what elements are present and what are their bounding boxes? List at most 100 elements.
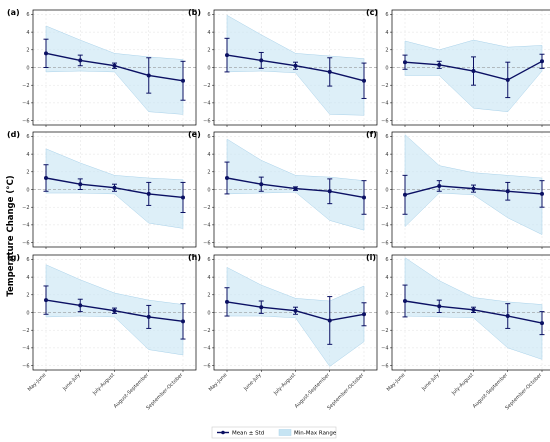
panel-h: −6 −4 −2 0 2 4 6 May-June June-July July-AugustAu… <box>188 253 378 412</box>
y-tick-label: 2 <box>26 48 29 54</box>
mean-point <box>327 69 332 74</box>
mean-point <box>293 63 298 68</box>
mean-point <box>78 182 83 187</box>
mean-point <box>540 191 544 196</box>
mean-point <box>505 314 510 319</box>
y-tick-label: 0 <box>207 310 210 316</box>
mean-point <box>293 308 298 313</box>
y-tick-label: −2 <box>203 83 210 89</box>
mean-point <box>44 176 48 180</box>
y-tick-label: 2 <box>385 170 388 176</box>
panel-f: −6 −4 −2 0 2 4 6 (f) <box>366 130 550 249</box>
y-tick-label: 4 <box>207 275 210 281</box>
y-tick-label: −2 <box>22 328 29 334</box>
x-tick-label: May-June <box>27 372 48 393</box>
y-tick-label: 6 <box>207 12 210 18</box>
legend-range-label: Min-Max Range <box>294 431 337 437</box>
y-tick-label: −4 <box>381 223 388 229</box>
panel-label: (d) <box>7 130 20 139</box>
y-tick-label: 2 <box>207 170 210 176</box>
panel-label: (g) <box>7 253 20 262</box>
y-tick-label: 0 <box>385 310 388 316</box>
mean-point <box>112 63 117 68</box>
y-tick-label: 6 <box>207 134 210 140</box>
mean-point <box>505 77 510 82</box>
mean-point <box>146 73 151 78</box>
y-tick-label: 4 <box>385 275 388 281</box>
mean-point <box>540 59 544 64</box>
legend-mean-swatch-marker <box>221 430 225 435</box>
x-tick-label: May-June <box>208 372 229 393</box>
mean-point <box>225 53 229 58</box>
x-tick-label: June-July <box>420 372 441 393</box>
mean-point <box>44 51 48 56</box>
y-tick-label: 2 <box>207 48 210 54</box>
mean-point <box>181 78 185 83</box>
mean-point <box>78 303 83 308</box>
y-tick-label: −4 <box>22 223 29 229</box>
y-axis-label: Temperature Change (°C) <box>6 175 16 296</box>
mean-point <box>327 189 332 194</box>
y-tick-label: 6 <box>207 257 210 263</box>
y-tick-label: −6 <box>22 118 29 124</box>
panel-label: (i) <box>366 253 376 262</box>
y-tick-label: −2 <box>203 328 210 334</box>
legend: Mean ± Std Min-Max Range <box>211 426 337 439</box>
mean-point <box>471 307 476 312</box>
mean-point <box>437 183 442 188</box>
mean-point <box>437 62 442 67</box>
mean-point <box>362 312 366 317</box>
mean-point <box>327 318 332 323</box>
y-tick-label: −6 <box>22 363 29 369</box>
y-tick-label: 2 <box>207 293 210 299</box>
y-tick-label: 4 <box>26 152 29 158</box>
y-tick-label: 0 <box>207 187 210 193</box>
panel-label: (a) <box>7 8 20 17</box>
panel-a: −6 −4 −2 0 2 4 6 (a) <box>7 8 197 127</box>
panel-d: −6 −4 −2 0 2 4 6 (d) <box>7 130 197 249</box>
y-tick-label: −6 <box>381 363 388 369</box>
min-max-band <box>226 138 365 231</box>
mean-point <box>471 186 476 191</box>
y-tick-label: 2 <box>385 48 388 54</box>
mean-point <box>259 305 264 310</box>
y-tick-label: −4 <box>381 346 388 352</box>
y-tick-label: 4 <box>26 30 29 36</box>
mean-point <box>437 304 442 309</box>
y-tick-label: 0 <box>385 187 388 193</box>
y-tick-label: 4 <box>385 30 388 36</box>
mean-point <box>181 195 185 200</box>
y-tick-label: 0 <box>26 310 29 316</box>
y-tick-label: −2 <box>203 205 210 211</box>
mean-point <box>362 78 366 83</box>
legend-mean-label: Mean ± Std <box>232 431 264 437</box>
y-tick-label: 0 <box>207 65 210 71</box>
x-tick-label: July-August <box>272 372 297 397</box>
y-tick-label: −4 <box>203 223 210 229</box>
mean-point <box>403 299 407 303</box>
panel-label: (e) <box>188 130 201 139</box>
y-tick-label: −6 <box>22 240 29 246</box>
x-tick-label: July-August <box>91 372 116 397</box>
y-tick-label: −2 <box>22 83 29 89</box>
x-tick-label: September-October <box>326 372 366 412</box>
y-tick-label: 0 <box>26 187 29 193</box>
panel-label: (c) <box>366 8 378 17</box>
y-tick-label: −6 <box>203 118 210 124</box>
panel-g: −6 −4 −2 0 2 4 6 May-June June-July July-AugustAu… <box>7 253 197 411</box>
y-tick-label: −4 <box>22 346 29 352</box>
x-tick-label: June-July <box>242 372 263 393</box>
y-tick-label: −4 <box>203 101 210 107</box>
y-tick-label: −4 <box>22 101 29 107</box>
y-tick-label: −2 <box>381 328 388 334</box>
mean-point <box>225 299 229 304</box>
y-tick-label: 6 <box>26 12 29 18</box>
y-tick-label: 4 <box>385 152 388 158</box>
mean-point <box>293 186 298 191</box>
mean-point <box>181 319 185 324</box>
panel-b: −6 −4 −2 0 2 4 6 (b) <box>188 8 378 127</box>
mean-point <box>112 185 117 190</box>
x-tick-label: August-September <box>472 372 510 410</box>
x-tick-label: August-September <box>113 372 151 410</box>
